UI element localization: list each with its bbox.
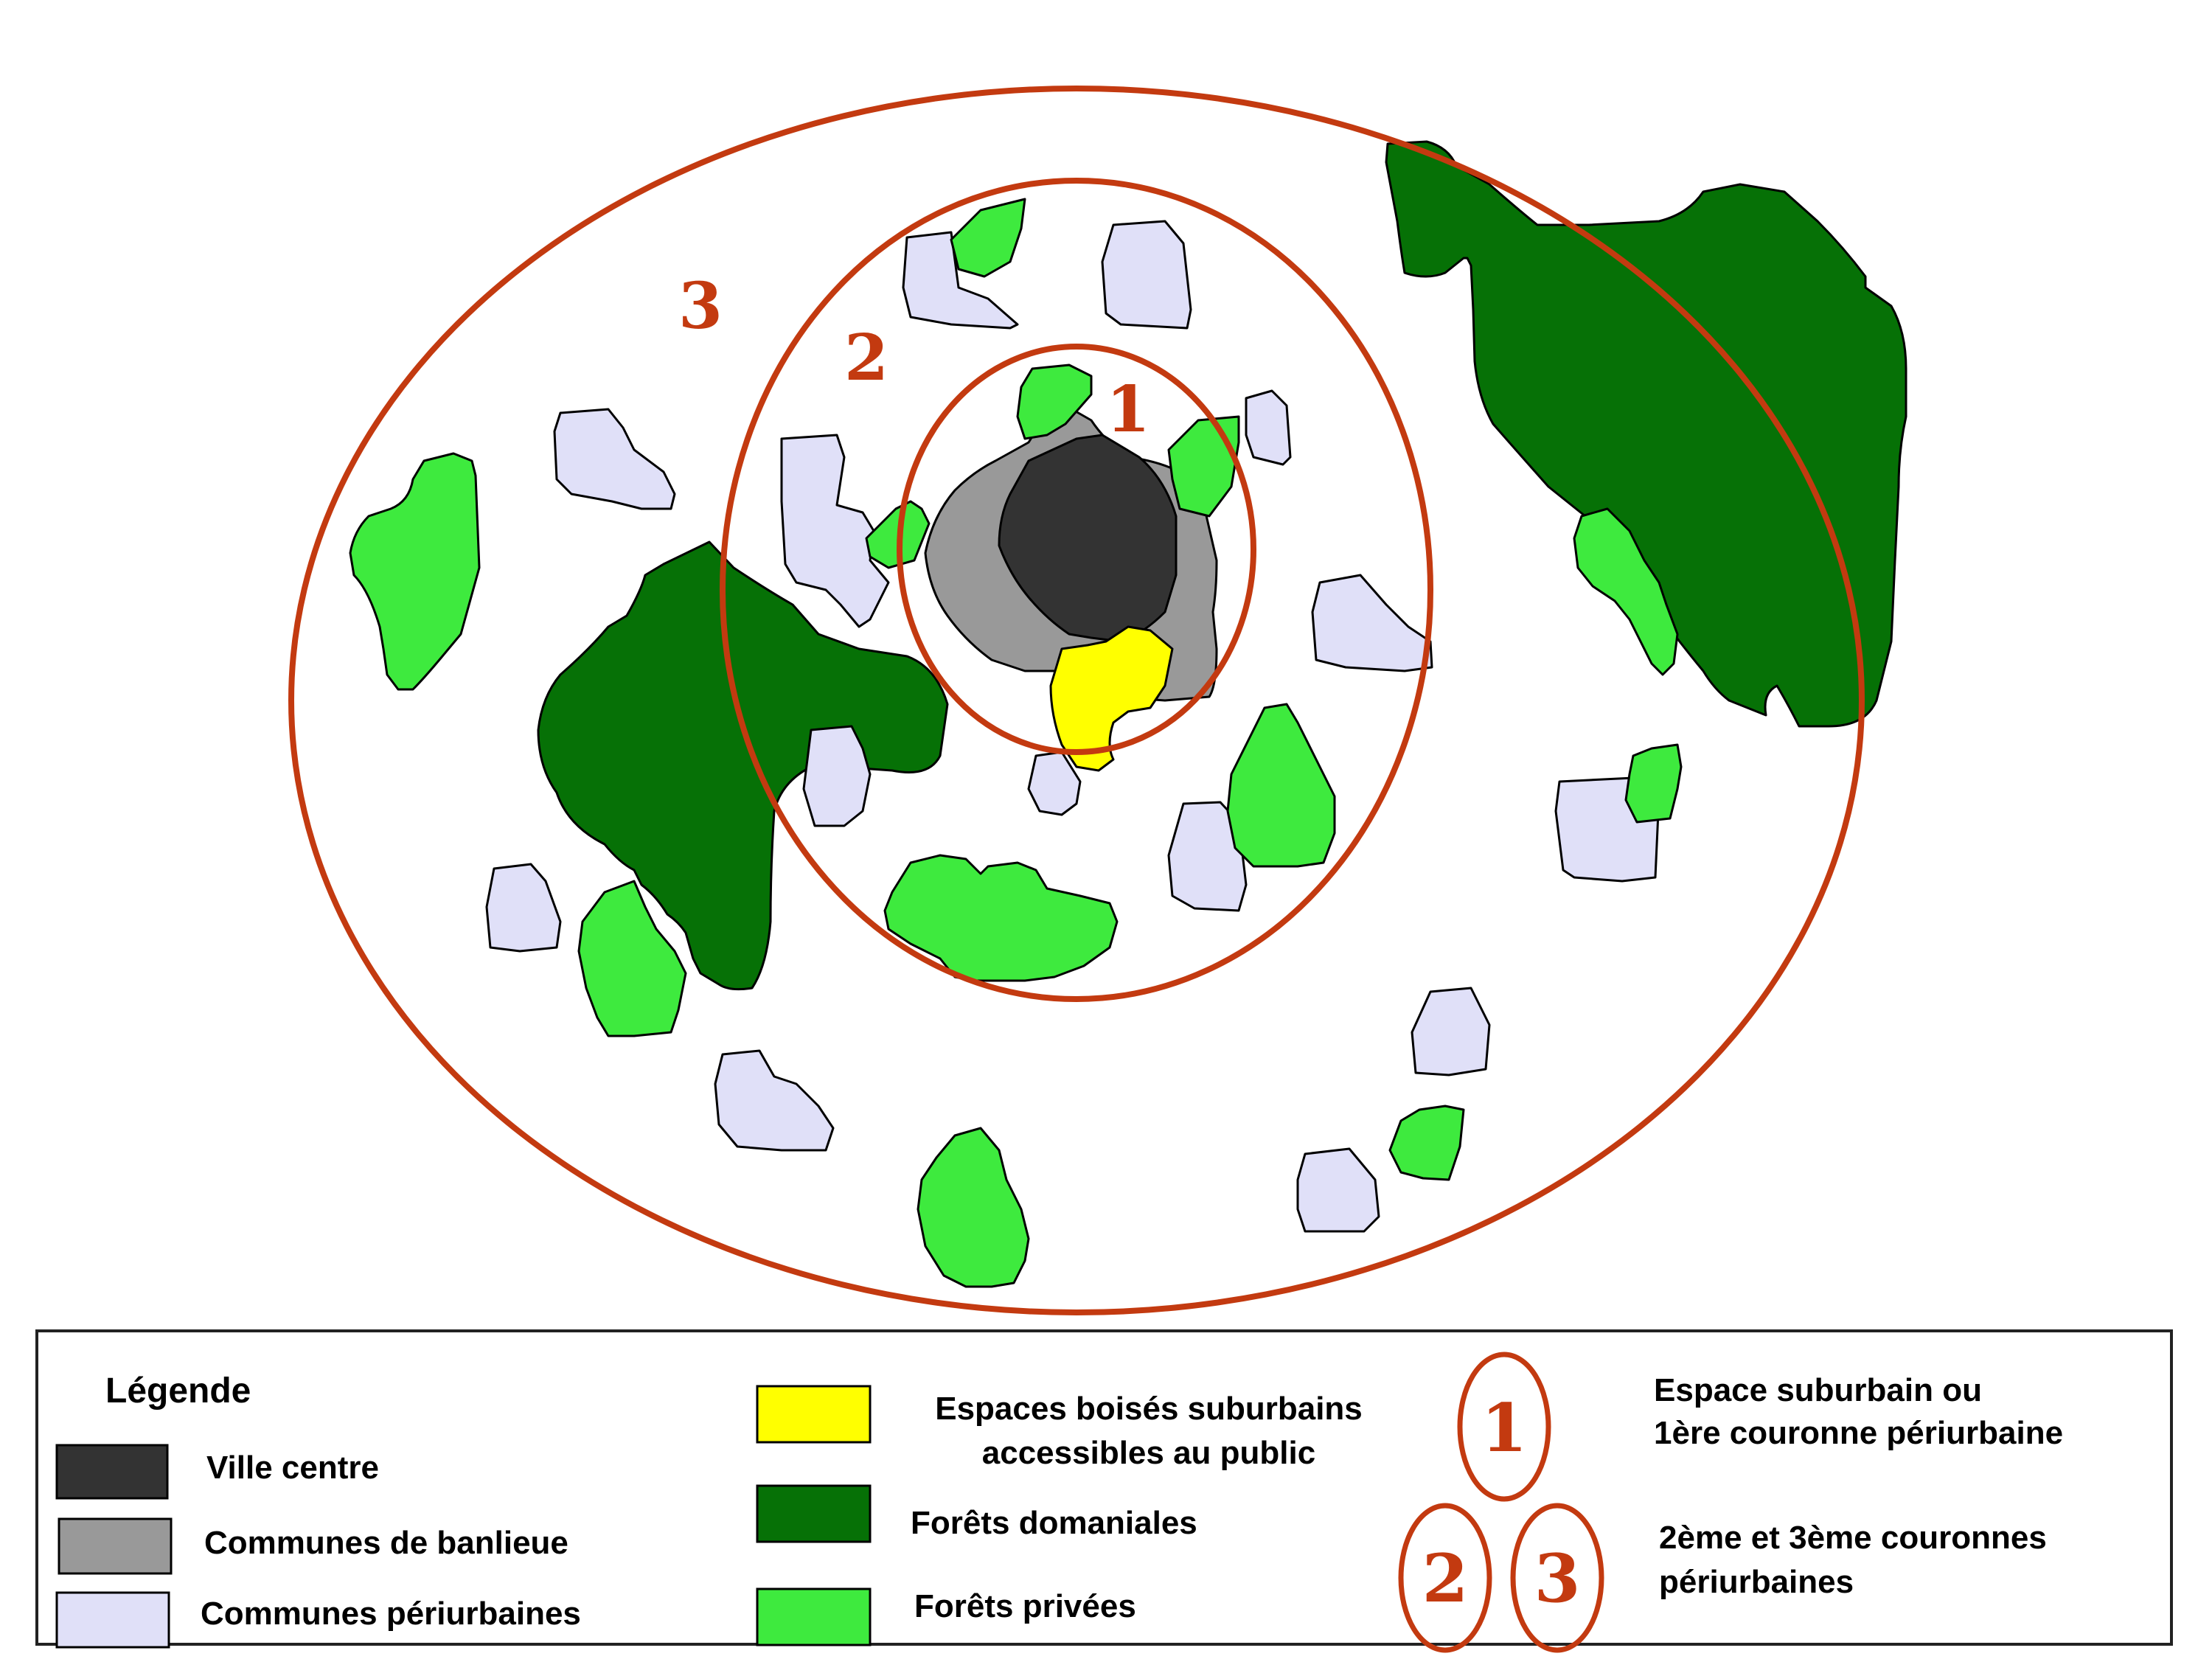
forets-privees-zones (349, 198, 1683, 1288)
foret-privee (1167, 415, 1240, 518)
commune-periurbaine (1296, 1147, 1380, 1233)
ville-centre-zone (998, 434, 1178, 643)
legend: Légende Ville centre Communes de banlieu… (35, 1329, 2173, 1653)
commune-periurbaine (1101, 220, 1192, 330)
legend-label-ville-centre: Ville centre (206, 1450, 379, 1486)
legend-ring-3-label: 3 (1534, 1540, 1581, 1618)
foret-privee (349, 452, 481, 691)
legend-ring-2-label: 2 (1422, 1540, 1469, 1618)
commune-periurbaine (1167, 801, 1248, 912)
commune-periurbaine (1311, 574, 1433, 672)
foret-privee (883, 854, 1119, 982)
commune-periurbaine (1245, 389, 1292, 466)
ring-label-1: 1 (1106, 372, 1150, 447)
foret-privee (1624, 743, 1683, 824)
legend-label-forets-domaniales: Forêts domaniales (911, 1505, 1197, 1541)
foret-privee (1016, 364, 1093, 440)
legend-title: Légende (105, 1371, 251, 1411)
commune-periurbaine (1411, 987, 1491, 1077)
communes-periurbaines-zones (485, 220, 1660, 1233)
legend-frame (35, 1329, 2173, 1646)
legend-label-espaces-boises-1: Espaces boisés suburbains (935, 1391, 1363, 1427)
foret-privee (1226, 703, 1336, 868)
commune-periurbaine (802, 725, 872, 827)
ring-2 (720, 178, 1433, 1002)
ring-1 (897, 344, 1256, 755)
legend-swatch-banlieue (58, 1517, 173, 1575)
commune-periurbaine (485, 863, 562, 953)
legend-ring-23-text-1: 2ème et 3ème couronnes (1659, 1520, 2047, 1556)
legend-ring-1-text-2: 1ère couronne périurbaine (1654, 1415, 2063, 1451)
legend-ring-1 (1457, 1352, 1551, 1502)
legend-ring-2 (1398, 1503, 1492, 1653)
legend-ring-23-text-2: périurbaines (1659, 1564, 1854, 1600)
legend-ring-1-text-1: Espace suburbain ou (1654, 1372, 1982, 1408)
ring-label-2: 2 (844, 321, 888, 395)
legend-label-forets-privees: Forêts privées (914, 1588, 1136, 1624)
foret-domaniale-west (537, 540, 949, 991)
legend-swatch-forets-privees (756, 1587, 872, 1646)
legend-swatch-forets-domaniales (756, 1484, 872, 1543)
commune-periurbaine (902, 231, 1019, 330)
foret-privee (1388, 1105, 1465, 1181)
commune-periurbaine (553, 408, 676, 510)
legend-swatch-periurbaines (55, 1591, 170, 1649)
commune-periurbaine (714, 1049, 835, 1152)
ring-label-3: 3 (678, 269, 723, 344)
legend-swatch-ville-centre (55, 1444, 169, 1500)
legend-ring-3 (1510, 1503, 1604, 1653)
espace-boise-suburbain-zone (1049, 625, 1174, 772)
foret-privee (950, 198, 1026, 278)
commune-periurbaine (1027, 751, 1082, 816)
foret-privee (917, 1127, 1030, 1288)
legend-label-banlieue: Communes de banlieue (204, 1525, 568, 1561)
ring-3 (288, 86, 1865, 1315)
legend-label-periurbaines: Communes périurbaines (201, 1596, 581, 1632)
legend-swatch-espaces-boises (756, 1385, 872, 1444)
legend-ring-1-label: 1 (1481, 1389, 1528, 1467)
foret-domaniale-east (1385, 140, 1907, 728)
couronnes (288, 86, 1865, 1315)
forets-domaniales-zones (537, 140, 1907, 991)
commune-periurbaine (780, 434, 890, 628)
foret-privee (1573, 507, 1679, 676)
foret-privee (577, 880, 687, 1037)
legend-label-espaces-boises-2: accessibles au public (982, 1435, 1315, 1471)
